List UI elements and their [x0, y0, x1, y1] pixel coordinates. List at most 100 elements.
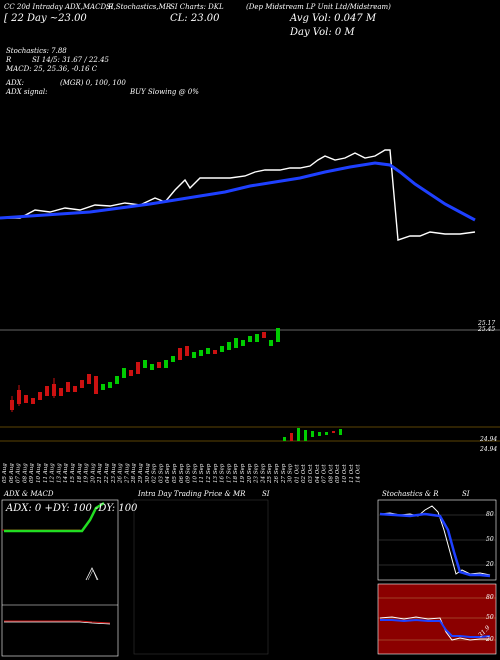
x-axis-date-label: 11 Aug — [43, 463, 49, 483]
close-label: CL: 23.00 — [170, 13, 220, 24]
volume-label-2: 24.94 — [480, 446, 498, 453]
x-axis-date-label: 25 Sep — [267, 463, 273, 484]
day-vol: Day Vol: 0 M — [290, 27, 355, 38]
x-axis-date-label: 12 Sep — [206, 463, 212, 483]
stoch-tick-80: 80 — [486, 511, 494, 518]
macd-text: MACD: 25, 25.36, -0.16 C — [6, 65, 98, 73]
x-axis-date-label: 27 Aug — [124, 463, 130, 484]
x-axis-date-label: 05 Aug — [2, 463, 8, 483]
x-axis-date-label: 09 Oct — [335, 464, 341, 483]
x-axis-date-label: 15 Aug — [70, 463, 76, 483]
volume-label-1: 24.94 — [480, 436, 498, 443]
x-axis-date-label: 30 Sep — [288, 463, 294, 483]
rsi-tick-80: 80 — [486, 594, 494, 601]
macd-line — [4, 621, 111, 625]
x-axis-date-label: 05 Sep — [172, 463, 178, 483]
x-axis-date-label: 04 Sep — [165, 463, 171, 483]
x-axis-date-label: 09 Sep — [186, 463, 192, 483]
x-axis-date-label: 02 Sep — [152, 463, 158, 483]
x-axis-date-label: 16 Sep — [220, 463, 226, 483]
x-axis-date-label: 29 Aug — [138, 463, 144, 484]
price-label-upper2: 25.45 — [478, 326, 496, 333]
right-panel-title-right: SI — [462, 490, 470, 498]
x-axis-date-label: 14 Oct — [356, 464, 362, 483]
x-axis-date-label: 26 Sep — [274, 463, 280, 484]
rsi-tick-20: 20 — [486, 636, 494, 643]
x-axis-date-label: 08 Aug — [22, 463, 28, 483]
x-axis-date-label: 17 Sep — [226, 463, 232, 483]
x-axis-date-label: 10 Oct — [342, 464, 348, 483]
x-axis-date-label: 30 Aug — [145, 463, 151, 483]
adx-signal: ADX signal: — [6, 88, 48, 96]
x-axis-date-label: 20 Sep — [247, 463, 253, 484]
si-text: SI 14/5: 31.67 / 22.45 — [32, 56, 109, 64]
header-col1: CC 20d Intraday ADX,MACD,R — [4, 3, 114, 11]
middle-panel-title: Intra Day Trading Price & MR — [138, 490, 246, 498]
x-axis-date-label: 07 Aug — [16, 463, 22, 483]
x-axis-date-label: 06 Aug — [9, 463, 15, 483]
x-axis-dates: 05 Aug 06 Aug 07 Aug 08 Aug 09 Aug 10 Aug 11 A… — [2, 463, 362, 484]
x-axis-date-label: 07 Oct — [322, 464, 328, 483]
stoch-panel-frame — [377, 499, 497, 581]
left-panel-title: ADX & MACD — [4, 490, 54, 498]
rsi-tick-50: 50 — [486, 614, 494, 621]
x-axis-date-label: 08 Oct — [328, 464, 334, 483]
x-axis-date-label: 26 Aug — [118, 463, 124, 484]
adx-vals: (MGR) 0, 100, 100 — [60, 79, 126, 87]
x-axis-date-label: 19 Sep — [240, 463, 246, 483]
stoch-tick-50: 50 — [486, 536, 494, 543]
adx-values: ADX: 0 +DY: 100 -DY: 100 — [6, 503, 138, 514]
header-col3: SI Charts: DKL — [170, 3, 224, 11]
x-axis-date-label: 13 Sep — [213, 463, 219, 483]
x-axis-date-label: 18 Aug — [77, 463, 83, 483]
candles — [10, 328, 280, 412]
volume-bars — [283, 428, 342, 441]
x-axis-date-label: 11 Oct — [349, 464, 355, 483]
x-axis-date-label: 19 Aug — [84, 463, 90, 483]
price-label-upper: 25.17 — [478, 320, 496, 327]
x-axis-date-label: 12 Aug — [50, 463, 56, 483]
main-chart: 05 Aug 06 Aug 07 Aug 08 Aug 09 Aug 10 Aug 11 A… — [0, 149, 500, 484]
header-col2: SI,Stochastics,MR — [106, 3, 172, 11]
x-axis-date-label: 21 Aug — [97, 463, 103, 484]
rsi-white-line — [379, 616, 490, 641]
x-axis-date-label: 03 Sep — [158, 463, 164, 483]
stoch-tick-20: 20 — [486, 561, 494, 568]
rsi-panel-frame — [377, 583, 497, 655]
stoch-white-line — [379, 505, 491, 576]
r-label: R — [6, 56, 12, 64]
avg-vol: Avg Vol: 0.047 M — [290, 13, 377, 24]
adx-text: ADX: — [6, 79, 25, 87]
signal-text: BUY Slowing @ 0% — [130, 88, 199, 96]
x-axis-date-label: 22 Aug — [104, 463, 110, 484]
x-axis-date-label: 18 Sep — [233, 463, 239, 483]
header-col4: (Dep Midstream LP Unit Ltd/Midstream) — [246, 3, 391, 11]
x-axis-date-label: 28 Aug — [131, 463, 137, 484]
x-axis-date-label: 20 Aug — [90, 463, 96, 484]
x-axis-date-label: 02 Oct — [301, 464, 307, 483]
x-axis-date-label: 23 Aug — [111, 463, 117, 484]
stoch-blue-line — [379, 512, 491, 578]
x-axis-date-label: 27 Sep — [281, 463, 287, 484]
rsi-blue-line — [380, 618, 491, 638]
x-axis-date-label: 01 Oct — [294, 464, 300, 483]
price-line-series — [0, 149, 476, 241]
intraday-panel-frame — [133, 499, 269, 655]
right-panel-title: Stochastics & R — [382, 490, 439, 498]
x-axis-date-label: 10 Aug — [36, 463, 42, 483]
ma-line-series — [0, 161, 476, 222]
price-line: [ 22 Day ~23.00 — [4, 13, 87, 24]
x-axis-date-label: 14 Aug — [63, 463, 69, 483]
stochastics-text: Stochastics: 7.88 — [6, 47, 67, 55]
x-axis-date-label: 24 Sep — [260, 463, 266, 484]
x-axis-date-label: 11 Sep — [199, 463, 205, 483]
x-axis-date-label: 06 Sep — [179, 463, 185, 483]
x-axis-date-label: 23 Sep — [254, 463, 260, 484]
x-axis-date-label: 03 Oct — [308, 464, 314, 483]
adx-spike — [85, 567, 99, 581]
adx-panel-frame — [1, 499, 119, 657]
middle-panel-title-right: SI — [262, 490, 270, 498]
x-axis-date-label: 09 Aug — [29, 463, 35, 483]
x-axis-date-label: 10 Sep — [192, 463, 198, 483]
x-axis-date-label: 13 Aug — [56, 463, 62, 483]
